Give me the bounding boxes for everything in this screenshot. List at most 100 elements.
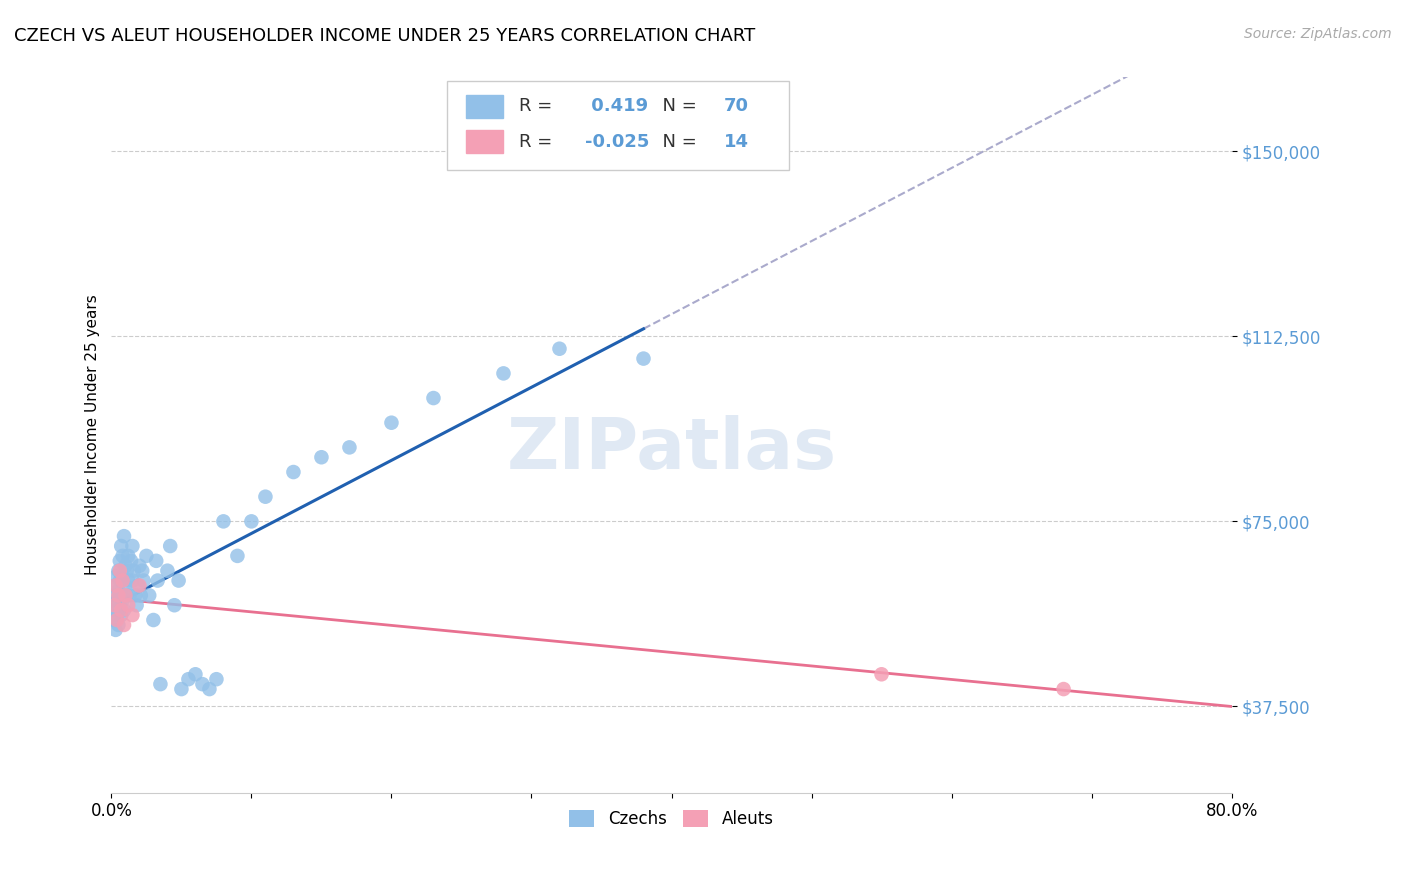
Point (226, 549, 249, 563)
Point (110, 588, 132, 602)
Point (132, 574, 155, 588)
Point (184, 667, 207, 681)
Point (105, 568, 128, 582)
Text: N =: N = (651, 97, 703, 115)
Point (111, 574, 134, 588)
Point (127, 578, 149, 592)
Point (170, 682, 193, 697)
FancyBboxPatch shape (447, 81, 789, 170)
Point (191, 677, 214, 691)
Point (128, 558, 150, 573)
Point (110, 539, 132, 553)
Point (117, 574, 139, 588)
Point (117, 598, 139, 612)
Point (240, 514, 263, 528)
Point (105, 608, 128, 623)
Point (205, 672, 228, 686)
Point (107, 588, 129, 602)
Point (142, 613, 165, 627)
Point (339, 441, 361, 455)
Text: Source: ZipAtlas.com: Source: ZipAtlas.com (1244, 27, 1392, 41)
Text: 14: 14 (724, 133, 749, 151)
Point (117, 549, 139, 563)
Text: 0.419: 0.419 (585, 97, 648, 115)
Text: N =: N = (651, 133, 703, 151)
Y-axis label: Householder Income Under 25 years: Householder Income Under 25 years (86, 294, 100, 575)
Point (101, 603, 124, 617)
Point (198, 682, 221, 697)
Point (103, 588, 125, 602)
Point (254, 490, 277, 504)
Point (131, 564, 153, 578)
Text: R =: R = (519, 97, 558, 115)
Point (138, 588, 160, 602)
Point (112, 618, 135, 632)
Point (129, 588, 152, 602)
Point (104, 578, 127, 592)
Point (156, 564, 179, 578)
Point (114, 578, 136, 592)
Point (128, 578, 150, 592)
Point (112, 603, 135, 617)
Point (107, 564, 129, 578)
Point (114, 588, 136, 602)
Point (110, 603, 132, 617)
Point (111, 549, 134, 563)
Point (108, 598, 131, 612)
Point (146, 574, 169, 588)
Point (108, 554, 131, 568)
Point (633, 351, 655, 366)
Point (112, 529, 135, 543)
Point (104, 623, 127, 637)
Text: ZIPatlas: ZIPatlas (506, 415, 837, 483)
Text: -0.025: -0.025 (585, 133, 650, 151)
Point (110, 608, 132, 623)
Point (105, 593, 128, 607)
Point (1052, 682, 1074, 697)
Text: 70: 70 (724, 97, 749, 115)
Point (492, 367, 515, 381)
Point (107, 603, 129, 617)
Point (167, 574, 190, 588)
Point (107, 583, 129, 598)
Point (121, 539, 143, 553)
Point (283, 465, 305, 479)
Point (118, 588, 141, 602)
Point (111, 568, 134, 582)
Point (114, 558, 136, 573)
Point (135, 549, 157, 563)
Point (422, 391, 444, 405)
Point (121, 574, 143, 588)
Point (870, 667, 893, 681)
Point (159, 539, 181, 553)
Point (212, 514, 235, 528)
Point (121, 608, 143, 623)
Point (104, 578, 127, 592)
Bar (467, 95, 502, 118)
Point (145, 554, 167, 568)
Point (104, 598, 127, 612)
Point (124, 588, 146, 602)
Point (311, 450, 333, 465)
Point (105, 613, 128, 627)
Text: CZECH VS ALEUT HOUSEHOLDER INCOME UNDER 25 YEARS CORRELATION CHART: CZECH VS ALEUT HOUSEHOLDER INCOME UNDER … (14, 27, 755, 45)
Point (149, 677, 172, 691)
Point (111, 593, 134, 607)
Point (115, 588, 138, 602)
Point (122, 564, 145, 578)
Legend: Czechs, Aleuts: Czechs, Aleuts (562, 803, 780, 834)
Point (163, 598, 186, 612)
Point (120, 554, 142, 568)
Point (548, 342, 571, 356)
Point (107, 618, 129, 632)
Point (108, 564, 131, 578)
Text: R =: R = (519, 133, 558, 151)
Bar (467, 130, 502, 153)
Point (125, 598, 148, 612)
Point (103, 598, 125, 612)
Point (103, 613, 125, 627)
Point (380, 416, 402, 430)
Point (108, 574, 131, 588)
Point (115, 564, 138, 578)
Point (177, 672, 200, 686)
